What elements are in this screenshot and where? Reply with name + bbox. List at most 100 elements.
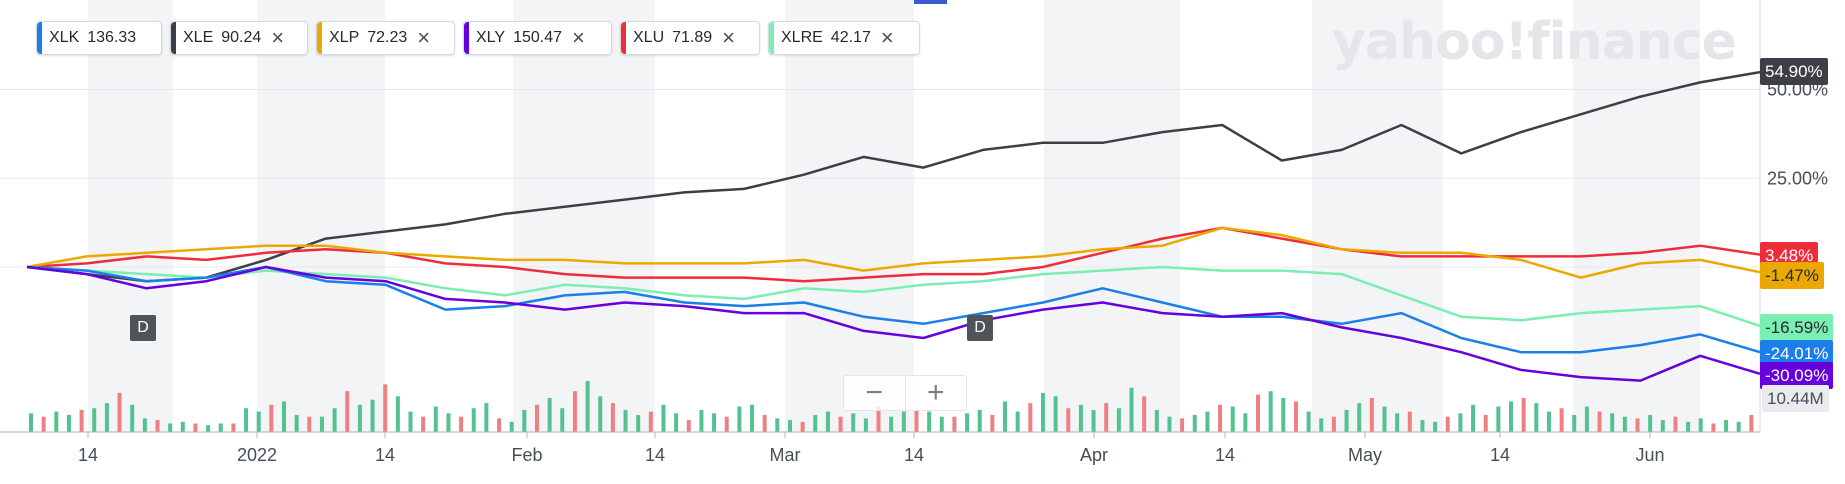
volume-bar — [1268, 391, 1273, 432]
legend-chip-xly[interactable]: XLY 150.47 × — [463, 21, 612, 55]
volume-bar — [1395, 413, 1400, 432]
volume-bar — [648, 411, 653, 432]
volume-bar — [1660, 420, 1665, 432]
legend-chip-xlre[interactable]: XLRE 42.17 × — [768, 21, 920, 55]
volume-bar — [560, 408, 565, 432]
volume-bar — [623, 409, 628, 432]
volume-bar — [598, 396, 603, 432]
last-value-tag-xlre: -16.59% — [1760, 314, 1834, 341]
volume-bar — [206, 425, 211, 432]
x-tick-label: 14 — [78, 445, 98, 465]
volume-bar — [155, 420, 160, 432]
remove-series-close-icon[interactable]: × — [417, 25, 431, 50]
volume-bar — [1281, 398, 1286, 432]
volume-bar — [1256, 394, 1261, 432]
volume-bar — [977, 409, 982, 432]
legend-value: 72.23 — [367, 29, 408, 46]
dividend-marker[interactable]: D — [130, 315, 156, 341]
legend-chip-xlu[interactable]: XLU 71.89 × — [620, 21, 760, 55]
volume-bar — [889, 416, 894, 432]
remove-series-close-icon[interactable]: × — [880, 25, 894, 50]
x-tick-label: 14 — [375, 445, 395, 465]
volume-bar — [117, 392, 122, 432]
remove-series-close-icon[interactable]: × — [722, 25, 736, 50]
legend-symbol: XLK — [49, 29, 80, 46]
volume-bar — [1610, 413, 1615, 432]
volume-bar — [1344, 409, 1349, 432]
volume-bar — [497, 418, 502, 432]
legend-symbol: XLE — [183, 29, 214, 46]
x-tick-label: Feb — [511, 445, 542, 465]
volume-bar — [1749, 415, 1754, 432]
volume-bar — [838, 416, 843, 432]
volume-bar — [1445, 416, 1450, 432]
volume-bar — [281, 401, 286, 432]
zoom-out-button[interactable]: − — [844, 376, 906, 410]
shade-band — [785, 0, 914, 432]
legend-chip-xlk[interactable]: XLK 136.33 — [36, 21, 162, 55]
volume-bar — [737, 406, 742, 432]
volume-bar — [863, 418, 868, 432]
volume-bar — [724, 416, 729, 432]
series-line-xlk — [26, 265, 1761, 354]
volume-bar — [294, 415, 299, 432]
legend-symbol: XLY — [476, 29, 506, 46]
volume-bar — [610, 403, 615, 432]
volume-bar — [1319, 418, 1324, 432]
legend-value: 71.89 — [672, 29, 713, 46]
legend-symbol: XLP — [329, 29, 360, 46]
legend-value: 150.47 — [513, 29, 562, 46]
x-tick-label: 14 — [1215, 445, 1235, 465]
volume-bar — [1369, 398, 1374, 432]
legend-chip-xlp[interactable]: XLP 72.23 × — [316, 21, 455, 55]
volume-bar — [1078, 404, 1083, 432]
volume-bar — [130, 404, 135, 432]
series-line-xlp — [26, 226, 1761, 279]
volume-bar — [1180, 418, 1185, 432]
volume-bar — [1293, 401, 1298, 432]
last-value-tag-xly: -30.09% — [1760, 362, 1834, 389]
volume-bar — [269, 404, 274, 432]
price-lines — [26, 70, 1761, 382]
volume-bar — [383, 384, 388, 432]
volume-bar — [1116, 408, 1121, 432]
volume-bar — [421, 416, 426, 432]
volume-bar — [433, 406, 438, 432]
volume-bar — [1218, 404, 1223, 432]
volume-bar — [674, 413, 679, 432]
legend-value: 42.17 — [830, 29, 871, 46]
volume-bar — [1192, 415, 1197, 432]
legend-chip-xle[interactable]: XLE 90.24 × — [170, 21, 308, 55]
volume-bar — [92, 408, 97, 432]
volume-bar — [800, 421, 805, 432]
volume-bar — [775, 418, 780, 432]
remove-series-close-icon[interactable]: × — [271, 25, 285, 50]
zoom-in-button[interactable]: + — [926, 376, 945, 409]
volume-bar — [813, 415, 818, 432]
volume-bar — [459, 416, 464, 432]
legend-value: 136.33 — [87, 29, 137, 46]
volume-bar — [1736, 421, 1741, 432]
volume-bar — [357, 404, 362, 432]
volume-bar — [1230, 406, 1235, 432]
volume-bar — [1142, 396, 1147, 432]
series-line-xlre — [26, 265, 1761, 328]
volume-bar — [1698, 418, 1703, 432]
volume-bar — [345, 391, 350, 432]
volume-bars — [29, 381, 1754, 432]
volume-label: 10.44M — [1762, 385, 1829, 412]
volume-bar — [965, 413, 970, 432]
volume-bar — [1534, 403, 1539, 432]
series-line-xle — [26, 70, 1761, 283]
volume-bar — [787, 420, 792, 432]
last-value-tag-xlp: -1.47% — [1760, 262, 1824, 289]
volume-bar — [1483, 415, 1488, 432]
volume-bar — [572, 391, 577, 432]
gridlines — [0, 89, 1760, 268]
volume-bar — [914, 409, 919, 432]
weekly-shading-bands — [88, 0, 1761, 432]
remove-series-close-icon[interactable]: × — [572, 25, 585, 50]
volume-bar — [1648, 415, 1653, 432]
volume-bar — [54, 411, 59, 432]
dividend-marker[interactable]: D — [967, 315, 993, 341]
